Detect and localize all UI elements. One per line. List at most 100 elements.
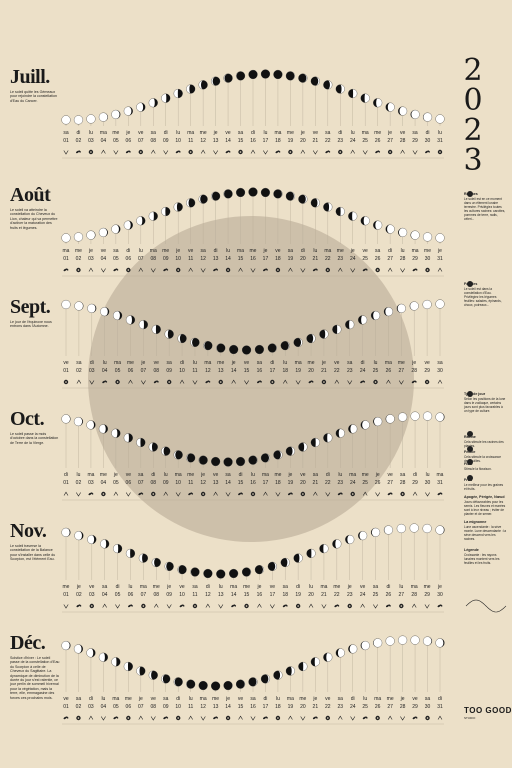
date-label: 10 [175, 704, 181, 710]
moon-phase-icon [298, 661, 308, 672]
weekday-label: di [386, 584, 390, 590]
root-icon [295, 380, 301, 385]
weekday-label: je [256, 584, 261, 590]
legend-item-text: Stimule la floraison. [464, 467, 492, 471]
weekday-label: me [100, 472, 107, 478]
weekday-label: ve [300, 472, 306, 478]
month-description: Le soleil passe la mois d'octobre dans l… [10, 432, 59, 445]
month-description: Le soleil traverse la constellation de l… [10, 544, 56, 562]
legend-item-text: Lune ascendante : la sève monte. Lune de… [464, 525, 506, 541]
date-label: 12 [200, 704, 206, 710]
date-label: 25 [373, 368, 379, 374]
moon-phase-icon [229, 344, 239, 355]
date-label: 03 [89, 592, 95, 598]
weekday-label: je [200, 472, 205, 478]
fruit-icon [163, 491, 168, 496]
moon-phase-icon [335, 648, 345, 658]
date-label: 14 [225, 704, 231, 710]
weekday-label: sa [102, 584, 108, 590]
moon-phase-icon [242, 345, 252, 355]
date-label: 28 [400, 704, 406, 710]
date-label: 05 [115, 592, 121, 598]
fruit-icon [128, 379, 133, 384]
weekday-label: lu [363, 696, 367, 702]
leaf-icon [163, 716, 169, 720]
leaf-icon [412, 716, 418, 720]
date-label: 08 [153, 368, 159, 374]
moon-phase-icon [87, 303, 97, 313]
leaf-icon [325, 150, 331, 154]
moon-phase-icon [306, 333, 316, 344]
weekday-label: ve [360, 584, 366, 590]
date-label: 29 [424, 592, 430, 598]
moon-phase-icon [98, 424, 108, 434]
root-icon [362, 150, 368, 155]
moon-phase-icon [161, 446, 171, 456]
weekday-label: ma [362, 130, 369, 136]
leaf-icon [386, 604, 391, 608]
date-label: 24 [360, 592, 366, 598]
month-description: Solstice d'hiver : Le soleil passe de la… [10, 656, 60, 700]
weekday-label: di [338, 130, 342, 136]
moon-phase-icon [373, 638, 383, 648]
date-label: 13 [213, 256, 219, 262]
flower-icon [400, 491, 405, 497]
fruit-icon [412, 491, 418, 496]
date-label: 21 [313, 704, 319, 710]
weekday-label: di [126, 248, 130, 254]
moon-phase-icon [285, 666, 295, 676]
weekday-label: lu [399, 584, 403, 590]
date-label: 06 [126, 138, 132, 144]
weekday-label: di [164, 130, 168, 136]
moon-phase-icon [136, 216, 146, 226]
date-label: 03 [88, 256, 94, 262]
date-label: 03 [88, 138, 94, 144]
weekday-label: ma [63, 248, 70, 254]
weekday-label: je [113, 472, 118, 478]
leaf-icon [263, 268, 268, 272]
moon-phase-icon [148, 98, 158, 108]
fruit-icon [76, 379, 82, 384]
date-label: 15 [238, 138, 244, 144]
flower-icon [238, 149, 243, 155]
weekday-label: ma [274, 130, 281, 136]
date-label: 19 [295, 592, 301, 598]
flower-icon [437, 149, 443, 155]
leaf-icon [231, 604, 237, 608]
weekday-label: je [263, 248, 268, 254]
weekday-label: lu [313, 248, 317, 254]
weekday-label: je [213, 130, 218, 136]
date-label: 02 [76, 592, 82, 598]
moon-phase-icon [164, 561, 174, 571]
date-label: 21 [313, 256, 319, 262]
weekday-label: me [127, 360, 134, 366]
weekday-label: je [225, 696, 230, 702]
flower-icon [76, 715, 81, 721]
moon-phase-icon [335, 84, 345, 94]
date-label: 29 [412, 704, 418, 710]
moon-phase-icon [409, 523, 419, 533]
fruit-icon [188, 267, 193, 272]
weekday-label: di [326, 472, 330, 478]
leaf-icon [257, 380, 262, 384]
legend-item: Racine Cela stimule les racines des plant… [464, 435, 506, 448]
moon-phase-icon [211, 76, 221, 86]
weekday-label: di [180, 360, 184, 366]
date-label: 19 [288, 704, 294, 710]
moon-phase-icon [86, 230, 96, 240]
weekday-label: me [212, 696, 219, 702]
date-label: 17 [270, 368, 276, 374]
date-label: 28 [400, 256, 406, 262]
moon-phase-icon [293, 337, 303, 347]
moon-phase-icon [223, 457, 233, 467]
moon-phase-icon [151, 557, 161, 568]
weekday-label: ve [126, 472, 132, 478]
moon-phase-icon [310, 198, 320, 208]
weekday-label: me [125, 696, 132, 702]
moon-phase-icon [398, 635, 408, 645]
moon-phase-icon [332, 324, 342, 334]
leaf-icon [179, 604, 185, 608]
date-label: 07 [138, 138, 144, 144]
date-label: 12 [200, 256, 206, 262]
weekday-label: je [300, 130, 305, 136]
